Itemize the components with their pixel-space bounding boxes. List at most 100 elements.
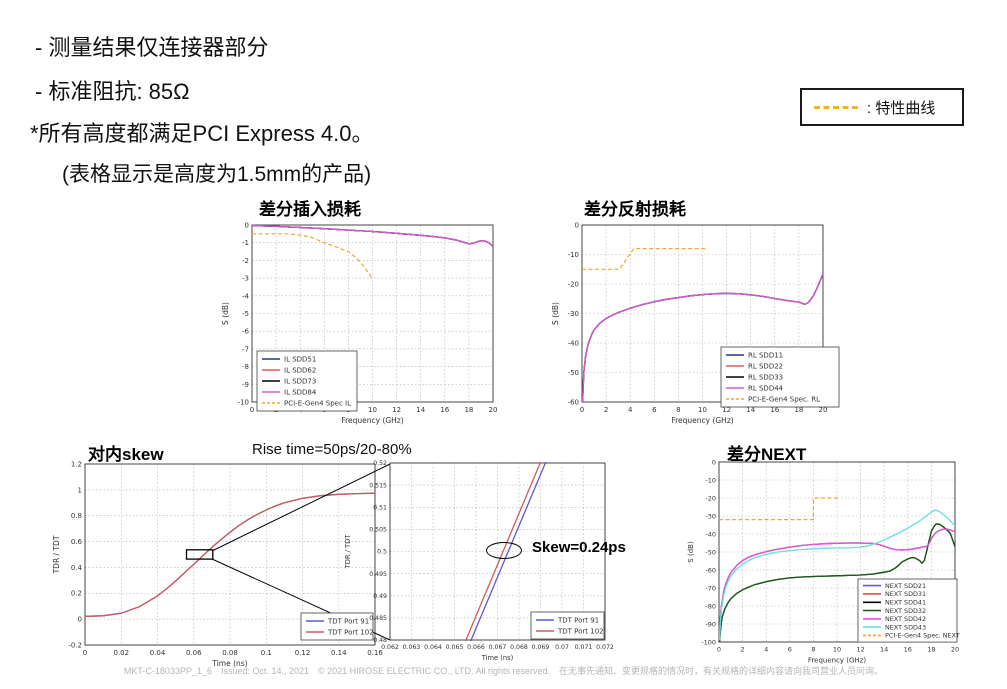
svg-text:S (dB): S (dB) — [687, 541, 695, 563]
svg-text:0.071: 0.071 — [575, 644, 593, 651]
svg-text:18: 18 — [464, 406, 473, 414]
svg-text:14: 14 — [416, 406, 425, 414]
svg-text:10: 10 — [833, 646, 841, 654]
svg-text:0.04: 0.04 — [150, 649, 166, 657]
svg-text:0.495: 0.495 — [369, 571, 387, 578]
skew-ellipse-annotation — [486, 542, 522, 559]
differential-next: 0 2 4 6 8 10 12 14 16 18 20 0 -10 -20 -30 -40 -50 -60 -70 -… — [687, 458, 960, 664]
svg-text:0.5: 0.5 — [377, 549, 387, 556]
svg-text:0.062: 0.062 — [381, 644, 399, 651]
svg-text:0: 0 — [78, 616, 82, 624]
svg-text:0.065: 0.065 — [446, 644, 464, 651]
svg-text:PCI-E-Gen4 Spec IL: PCI-E-Gen4 Spec IL — [284, 399, 351, 407]
svg-text:-1: -1 — [242, 239, 249, 247]
svg-text:NEXT SDD32: NEXT SDD32 — [885, 607, 926, 615]
svg-text:0: 0 — [250, 406, 254, 414]
svg-text:20: 20 — [951, 646, 959, 654]
svg-text:12: 12 — [392, 406, 401, 414]
svg-text:RL SDD44: RL SDD44 — [748, 384, 784, 392]
svg-text:-40: -40 — [568, 339, 579, 347]
svg-text:-0.2: -0.2 — [68, 642, 82, 650]
svg-text:TDT Port 102: TDT Port 102 — [327, 629, 374, 637]
series-tdt-port-102 — [84, 492, 376, 617]
return-loss-title: 差分反射损耗 — [584, 200, 686, 219]
skew-zoom-detail: 0.062 0.063 0.064 0.065 0.066 0.067 0.068 0.069… — [344, 460, 614, 662]
svg-text:TDT Port 91: TDT Port 91 — [557, 617, 599, 625]
svg-text:18: 18 — [927, 646, 935, 654]
svg-text:-100: -100 — [701, 638, 716, 646]
svg-text:-10: -10 — [238, 398, 249, 406]
chart-legend — [530, 611, 605, 640]
svg-text:0.49: 0.49 — [373, 593, 387, 600]
svg-text:4: 4 — [628, 406, 633, 414]
svg-text:Time (ns): Time (ns) — [211, 659, 247, 668]
series-pci-e-gen4-spec-il — [252, 233, 373, 280]
svg-text:0.14: 0.14 — [331, 649, 347, 657]
dashed-spec-line-icon — [814, 105, 858, 109]
svg-text:RL SDD22: RL SDD22 — [748, 362, 783, 370]
series-next-sdd42 — [718, 528, 956, 637]
svg-text:2: 2 — [604, 406, 608, 414]
svg-text:-60: -60 — [705, 566, 716, 574]
svg-text:Time (ns): Time (ns) — [481, 654, 514, 662]
svg-text:TDR / TDT: TDR / TDT — [344, 534, 352, 570]
svg-text:16: 16 — [440, 406, 449, 414]
bullet-impedance: - 标准阻抗: 85Ω — [35, 79, 190, 104]
svg-text:14: 14 — [880, 646, 888, 654]
series-il-sdd84 — [251, 224, 494, 248]
svg-text:0.485: 0.485 — [369, 615, 387, 622]
skew-title: 对内skew — [88, 445, 164, 464]
series-pci-e-gen4-spec-rl — [582, 248, 707, 270]
svg-text:IL SDD73: IL SDD73 — [284, 377, 316, 385]
svg-text:-70: -70 — [705, 584, 716, 592]
callout-line — [211, 463, 391, 552]
svg-text:2: 2 — [741, 646, 745, 654]
svg-text:RL SDD33: RL SDD33 — [748, 373, 783, 381]
svg-text:-90: -90 — [705, 620, 716, 628]
svg-text:-50: -50 — [705, 548, 716, 556]
svg-text:-30: -30 — [568, 310, 579, 318]
svg-text:1: 1 — [78, 486, 82, 494]
svg-text:0.51: 0.51 — [373, 504, 387, 511]
svg-text:-2: -2 — [242, 257, 249, 265]
svg-text:-20: -20 — [568, 280, 579, 288]
svg-text:-7: -7 — [242, 345, 249, 353]
svg-text:PCI-E-Gen4 Spec. RL: PCI-E-Gen4 Spec. RL — [748, 395, 820, 403]
svg-text:0.063: 0.063 — [403, 644, 421, 651]
svg-text:TDT Port 91: TDT Port 91 — [327, 618, 369, 626]
svg-text:6: 6 — [652, 406, 657, 414]
svg-text:0.067: 0.067 — [489, 644, 507, 651]
svg-text:TDR / TDT: TDR / TDT — [52, 535, 61, 574]
spec-curve-legend-box: : 特性曲线 — [800, 88, 964, 126]
svg-text:0: 0 — [717, 646, 721, 654]
svg-text:0: 0 — [712, 458, 716, 466]
svg-text:PCI-E-Gen4 Spec. NEXT: PCI-E-Gen4 Spec. NEXT — [885, 632, 960, 640]
next-title: 差分NEXT — [727, 445, 807, 464]
svg-text:RL SDD11: RL SDD11 — [748, 351, 783, 359]
note-height-product: (表格显示是高度为1.5mm的产品) — [62, 163, 372, 186]
svg-text:18: 18 — [794, 406, 803, 414]
svg-text:0: 0 — [245, 221, 249, 229]
footer-copyright: MKT-C-18033PP_1_6 Issued: Oct. 14., 2021… — [123, 666, 884, 676]
svg-text:-30: -30 — [705, 512, 716, 520]
svg-text:Frequency (GHz): Frequency (GHz) — [671, 416, 733, 425]
svg-text:0.48: 0.48 — [373, 637, 387, 644]
zoom-region-rect — [185, 549, 214, 560]
svg-text:0.066: 0.066 — [467, 644, 485, 651]
differential-insertion-loss: 024681012141618200-1-2-3-4-5-6-7-8-9-10F… — [221, 221, 497, 425]
svg-text:0.2: 0.2 — [71, 590, 82, 598]
svg-text:10: 10 — [698, 406, 707, 414]
svg-text:0.52: 0.52 — [373, 460, 387, 467]
svg-text:0.12: 0.12 — [295, 649, 311, 657]
svg-text:0.068: 0.068 — [510, 644, 528, 651]
insertion-loss-title: 差分插入损耗 — [259, 200, 361, 219]
svg-text:-10: -10 — [568, 251, 579, 259]
svg-text:0.072: 0.072 — [596, 644, 614, 651]
svg-text:0.069: 0.069 — [532, 644, 550, 651]
svg-text:IL SDD62: IL SDD62 — [284, 366, 316, 374]
series-il-sdd73 — [251, 224, 494, 248]
svg-text:0.1: 0.1 — [261, 649, 272, 657]
svg-text:0.6: 0.6 — [71, 538, 83, 546]
series-pci-e-gen4-spec-next — [719, 497, 841, 521]
